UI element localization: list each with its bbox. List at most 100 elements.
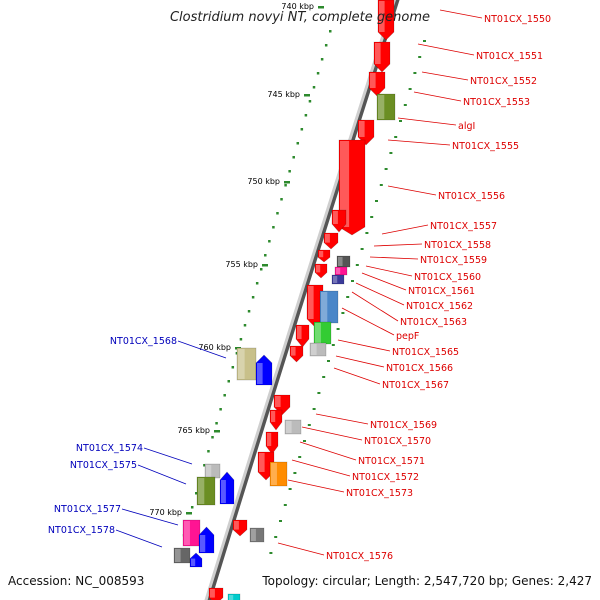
scale-dot [288,170,291,173]
gene-1553-shape [376,93,396,121]
gene-1576b-shape [249,527,265,543]
gene-label: NT01CX_1576 [326,551,393,562]
gene-1569-shine [275,396,281,407]
gene-1558 [323,232,339,250]
scale-dot [324,44,328,47]
summary-text: Topology: circular; Length: 2,547,720 bp… [262,574,592,588]
gene-label: NT01CX_1578 [48,525,115,536]
gene-label: NT01CX_1557 [430,221,497,232]
tick-label: 745 kbp [267,90,300,99]
gene-label: NT01CX_1577 [54,504,121,515]
gene-1558-shape [323,232,339,250]
tick-mark [284,181,290,184]
gene-1576-shine [234,521,239,530]
gene-label: NT01CX_1555 [452,141,519,152]
gene-1576b [249,527,265,543]
gene-label: NT01CX_1567 [382,380,449,391]
scale-dot [365,232,369,234]
gene-1575b [219,471,235,505]
gene-1570b-shine [271,411,276,422]
accession-text: Accession: NC_008593 [8,574,145,588]
scale-dot [379,184,383,186]
leader-line [381,224,429,235]
scale-dot [288,488,292,490]
scale-dot [211,436,214,439]
scale-dot [284,184,287,187]
scale-dot [413,72,417,74]
gene-label: NT01CX_1569 [370,420,437,431]
leader-line [337,339,391,352]
gene-1574 [204,463,221,479]
scale-dot [312,86,316,89]
scale-dot [355,264,359,266]
scale-dot [312,408,316,410]
scale-dot [370,216,374,218]
gene-label: NT01CX_1565 [392,347,459,358]
leader-line [369,256,419,260]
gene-1566-shape [295,324,310,348]
scale-dot [351,280,354,282]
gene-1578 [173,547,191,564]
gene-1567 [289,345,304,363]
scale-dot [336,328,340,330]
scale-dot [322,376,326,378]
tick-label: 765 kbp [177,426,210,435]
gene-1570-shape [284,419,302,435]
scale-dot [320,58,324,61]
gene-label: NT01CX_1550 [484,14,551,25]
gene-1557 [331,209,347,233]
gene-1552-shape [368,71,386,97]
scale-dot [227,380,230,383]
leader-line [277,542,325,556]
gene-1562-shape [331,274,345,285]
gene-1559 [317,249,331,263]
tick-mark [186,512,192,515]
scale-dot [341,312,345,314]
tick-label: 750 kbp [247,177,280,186]
gene-1564-shine [308,286,314,319]
gene-1560 [336,255,351,268]
gene-label: NT01CX_1563 [400,317,467,328]
gene-1577b-shape [198,526,215,554]
scale-dot [259,268,263,271]
leader-line [439,9,483,19]
scale-dot [308,100,312,103]
scale-dot [346,296,350,298]
scale-dot [268,240,271,243]
gene-1568b-shine [257,363,263,384]
scale-dot [375,200,378,202]
gene-1550-shine [379,1,385,32]
scale-dot [327,360,330,362]
leader-line [115,529,163,548]
scale-dot [272,226,275,229]
gene-label: algI [458,121,475,132]
tick-mark [214,430,220,433]
gene-label: pepF [396,331,419,342]
leader-line [355,282,405,306]
gene-1556-shine [340,141,350,227]
gene-1576-shape [232,519,248,537]
scale-dot [292,156,295,159]
scale-dot [231,366,235,369]
scale-dot [403,104,407,106]
scale-dot [423,40,426,42]
leader-line [417,43,475,56]
leader-line [143,447,193,465]
gene-1571 [265,431,279,455]
leader-line [365,265,413,277]
gene-1558-shine [325,234,330,243]
scale-dot [307,424,311,426]
gene-1573-shape [269,461,288,487]
gene-1559-shine [319,251,324,258]
leader-line [121,508,179,526]
scale-dot [300,128,304,131]
gene-1575 [196,476,216,506]
gene-1568b-shape [255,354,273,386]
gene-1577b [198,526,215,554]
gene-label: NT01CX_1552 [470,76,537,87]
map-title: Clostridium novyi NT, complete genome [169,10,431,25]
gene-label: NT01CX_1558 [424,240,491,251]
gene-1565-shine [315,323,321,343]
gene-label: NT01CX_1553 [463,97,530,108]
gene-1570b-shape [269,409,283,431]
